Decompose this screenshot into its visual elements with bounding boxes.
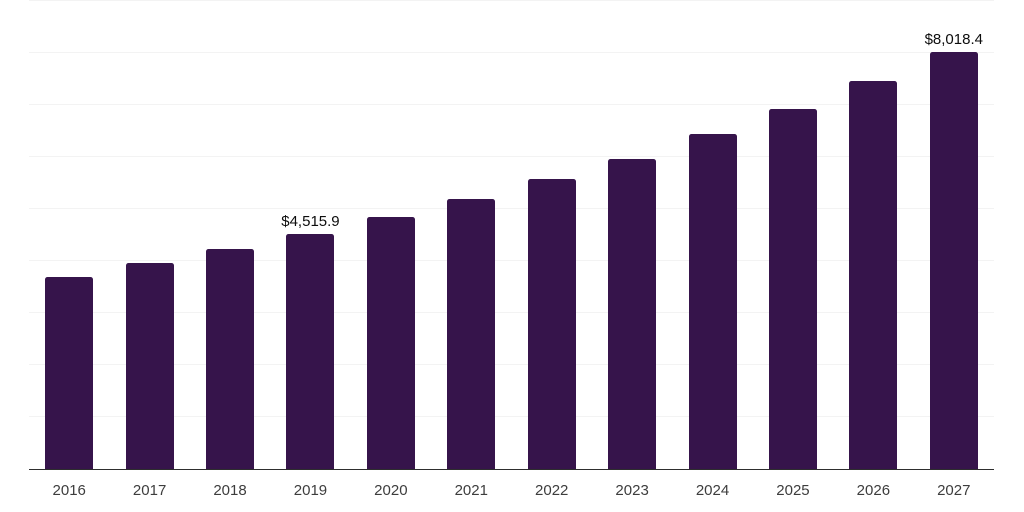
x-tick-label: 2022 bbox=[535, 482, 569, 499]
bar-2021 bbox=[447, 199, 496, 469]
gridline bbox=[29, 312, 994, 313]
bar-value-label: $4,515.9 bbox=[281, 213, 340, 231]
gridline bbox=[29, 416, 994, 417]
bar-2025 bbox=[768, 109, 817, 469]
bar-2017 bbox=[125, 263, 174, 469]
gridline bbox=[29, 52, 994, 53]
x-tick-label: 2018 bbox=[213, 482, 247, 499]
x-tick-label: 2016 bbox=[52, 482, 86, 499]
gridline bbox=[29, 260, 994, 261]
gridline bbox=[29, 104, 994, 105]
x-tick-label: 2023 bbox=[615, 482, 649, 499]
gridline bbox=[29, 156, 994, 157]
x-tick-label: 2019 bbox=[293, 482, 328, 499]
x-tick-label: 2027 bbox=[937, 482, 971, 499]
x-axis: 2016 2017 2018 2019 2020 2021 2022 2023 2024 2025… bbox=[29, 482, 994, 504]
plot-area: $4,515.9 $8,018.4 bbox=[29, 0, 994, 470]
x-tick-label: 2021 bbox=[454, 482, 488, 499]
x-tick-label: 2020 bbox=[374, 482, 408, 499]
x-tick-label: 2025 bbox=[776, 482, 810, 499]
bar-value-label: $8,018.4 bbox=[924, 31, 983, 49]
bar-2018 bbox=[206, 249, 255, 469]
bar-2026 bbox=[849, 81, 898, 469]
gridline bbox=[29, 208, 994, 209]
bar-2016 bbox=[45, 277, 94, 469]
gridline bbox=[29, 364, 994, 365]
bar-2027 bbox=[929, 52, 978, 469]
gridline bbox=[29, 0, 994, 1]
x-tick-label: 2017 bbox=[132, 482, 167, 499]
bar-2020 bbox=[366, 217, 415, 469]
bar-2023 bbox=[608, 158, 657, 469]
x-tick-label: 2024 bbox=[695, 482, 730, 499]
bar-2022 bbox=[527, 179, 576, 469]
bar-2024 bbox=[688, 134, 737, 469]
bar-2019 bbox=[286, 234, 335, 469]
x-tick-label: 2026 bbox=[856, 482, 891, 499]
